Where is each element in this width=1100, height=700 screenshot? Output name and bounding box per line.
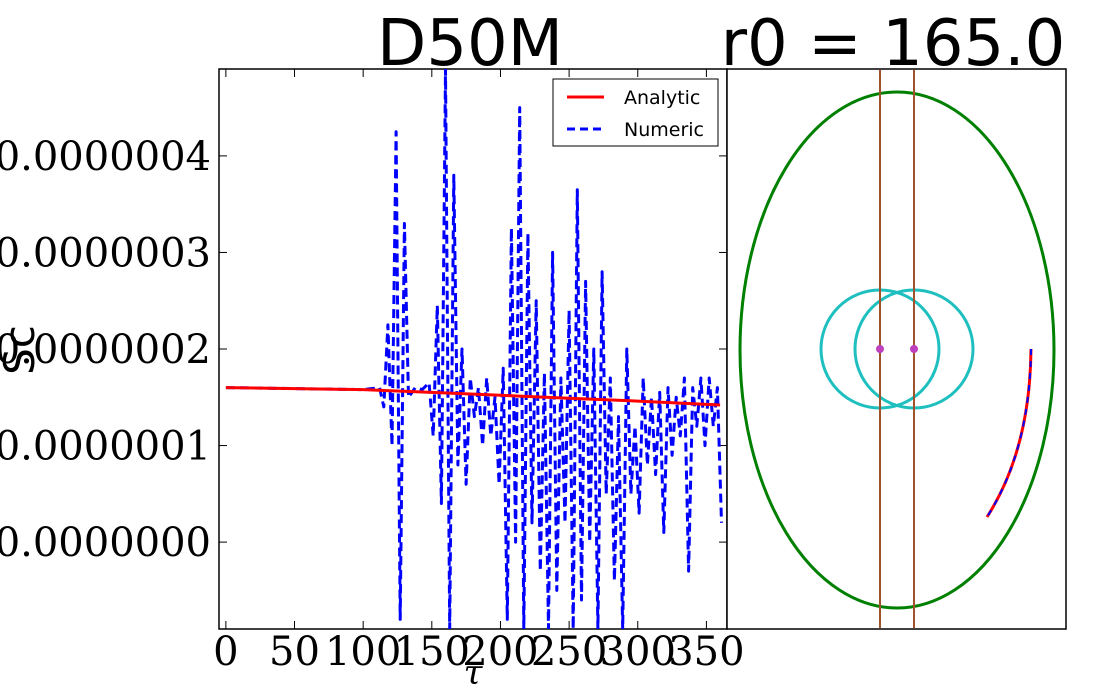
series-line-numeric	[225, 69, 723, 629]
x-tick-label: 200	[462, 629, 538, 675]
x-tick-label: 50	[269, 629, 320, 675]
left-point	[876, 345, 884, 353]
y-tick-label: 0.0000002	[0, 327, 211, 373]
outer-orbit-ellipse	[738, 90, 1056, 610]
x-tick-label: 300	[600, 629, 676, 675]
right-diagram-panel: r0 = 165.0	[721, 7, 1067, 630]
legend-box	[552, 78, 719, 147]
x-tick-label: 150	[394, 629, 470, 675]
right-chart-title: r0 = 165.0	[721, 7, 1066, 81]
x-tick-label: 0	[213, 629, 238, 675]
series-group	[225, 69, 723, 629]
x-axis-label: τ	[464, 653, 484, 693]
y-tick-label: 0.0000001	[0, 424, 211, 470]
y-tick-label: 0.0000003	[0, 230, 211, 276]
numeric-track	[986, 348, 1032, 518]
left-chart-title: D50M	[377, 7, 563, 81]
series-line-analytic	[225, 386, 721, 407]
x-tick-label: 100	[325, 629, 401, 675]
legend-numeric-label: Numeric	[624, 119, 704, 141]
left-plot-frame	[218, 68, 728, 630]
x-tick-label: 250	[531, 629, 607, 675]
y-axis-label: Sc	[0, 325, 44, 375]
right-point	[910, 345, 918, 353]
legend: Analytic Numeric	[552, 78, 719, 147]
y-tick-label: 0.0000004	[0, 134, 211, 180]
right-plot-frame	[726, 68, 1067, 630]
x-tick-label: 350	[668, 629, 744, 675]
legend-analytic-label: Analytic	[624, 87, 700, 109]
y-tick-label: 0.0000000	[0, 520, 211, 566]
